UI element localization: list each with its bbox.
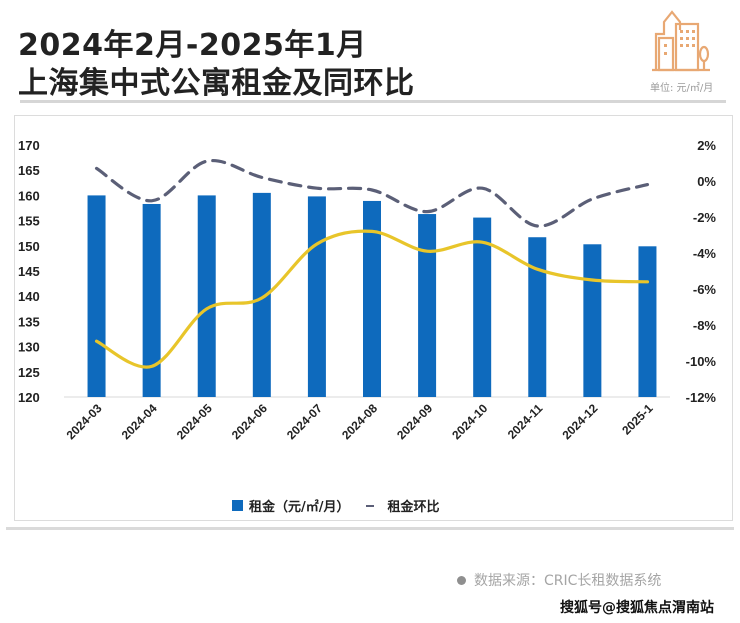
x-axis-tick-label: 2024-09 [394,401,435,442]
x-axis-tick-label: 2024-05 [174,401,215,442]
right-axis-tick-label: -4% [693,246,717,261]
x-axis-tick-label: 2024-03 [64,401,105,442]
right-axis-tick-label: -10% [686,354,717,369]
right-axis-tick-label: -6% [693,282,717,297]
bar-rent [473,217,492,397]
building-icon [652,10,710,72]
watermark-credit: 搜狐号@搜狐焦点渭南站 [560,600,714,616]
x-axis-tick-label: 2024-10 [449,401,490,442]
left-axis-tick-label: 155 [18,214,40,229]
data-source: 数据来源：CRIC长租数据系统 [457,570,661,590]
left-axis-tick-label: 150 [18,239,40,254]
bar-rent [418,214,437,397]
x-axis-tick-label: 2024-04 [119,401,160,442]
x-axis-tick-label: 2025-1 [619,401,656,438]
right-axis-tick-label: 2% [697,138,716,153]
bar-rent [197,195,216,397]
left-axis-tick-label: 165 [18,163,40,178]
left-axis-tick-label: 130 [18,340,40,355]
title-line-1: 2024年2月-2025年1月 [18,28,367,63]
bar-rent [142,203,161,397]
left-axis-tick-label: 145 [18,264,40,279]
title-line-2: 上海集中式公寓租金及同环比 [18,66,415,101]
bullet-icon [457,575,466,585]
unit-label: 单位: 元/㎡/月 [650,83,714,94]
right-axis-tick-label: -2% [693,210,717,225]
footer-divider [6,527,734,530]
legend-rent-swatch [232,500,243,511]
bar-rent [638,246,657,397]
left-axis-tick-label: 170 [18,138,40,153]
left-axis-tick-label: 120 [18,390,40,405]
left-axis-tick-label: 135 [18,314,40,329]
x-axis-tick-label: 2024-06 [229,401,270,442]
bar-rent [583,244,602,397]
x-axis-tick-label: 2024-11 [505,401,546,442]
x-axis-tick-label: 2024-08 [339,401,380,442]
data-source-text: 数据来源：CRIC长租数据系统 [474,573,662,589]
bar-rent [528,237,547,397]
legend-mom-dash [365,504,374,507]
legend-mom-label: 租金环比 [387,500,440,515]
bar-rent [363,200,381,397]
left-axis-tick-label: 160 [18,188,40,203]
right-axis-tick-label: -8% [693,318,717,333]
bar-rent [252,192,271,397]
line-rent-yoy [94,229,650,369]
left-axis-tick-label: 125 [18,365,40,380]
left-axis-tick-label: 140 [18,289,40,304]
header-divider [20,100,726,103]
chart-legend: 租金（元/㎡/月） 租金环比 [232,496,440,515]
bar-rent [307,196,326,397]
bar-rent [87,195,106,397]
right-axis-tick-label: 0% [697,174,716,189]
right-axis-tick-label: -12% [686,390,717,405]
legend-rent-label: 租金（元/㎡/月） [249,500,350,515]
x-axis-tick-label: 2024-12 [559,401,600,442]
x-axis-tick-label: 2024-07 [284,401,325,442]
